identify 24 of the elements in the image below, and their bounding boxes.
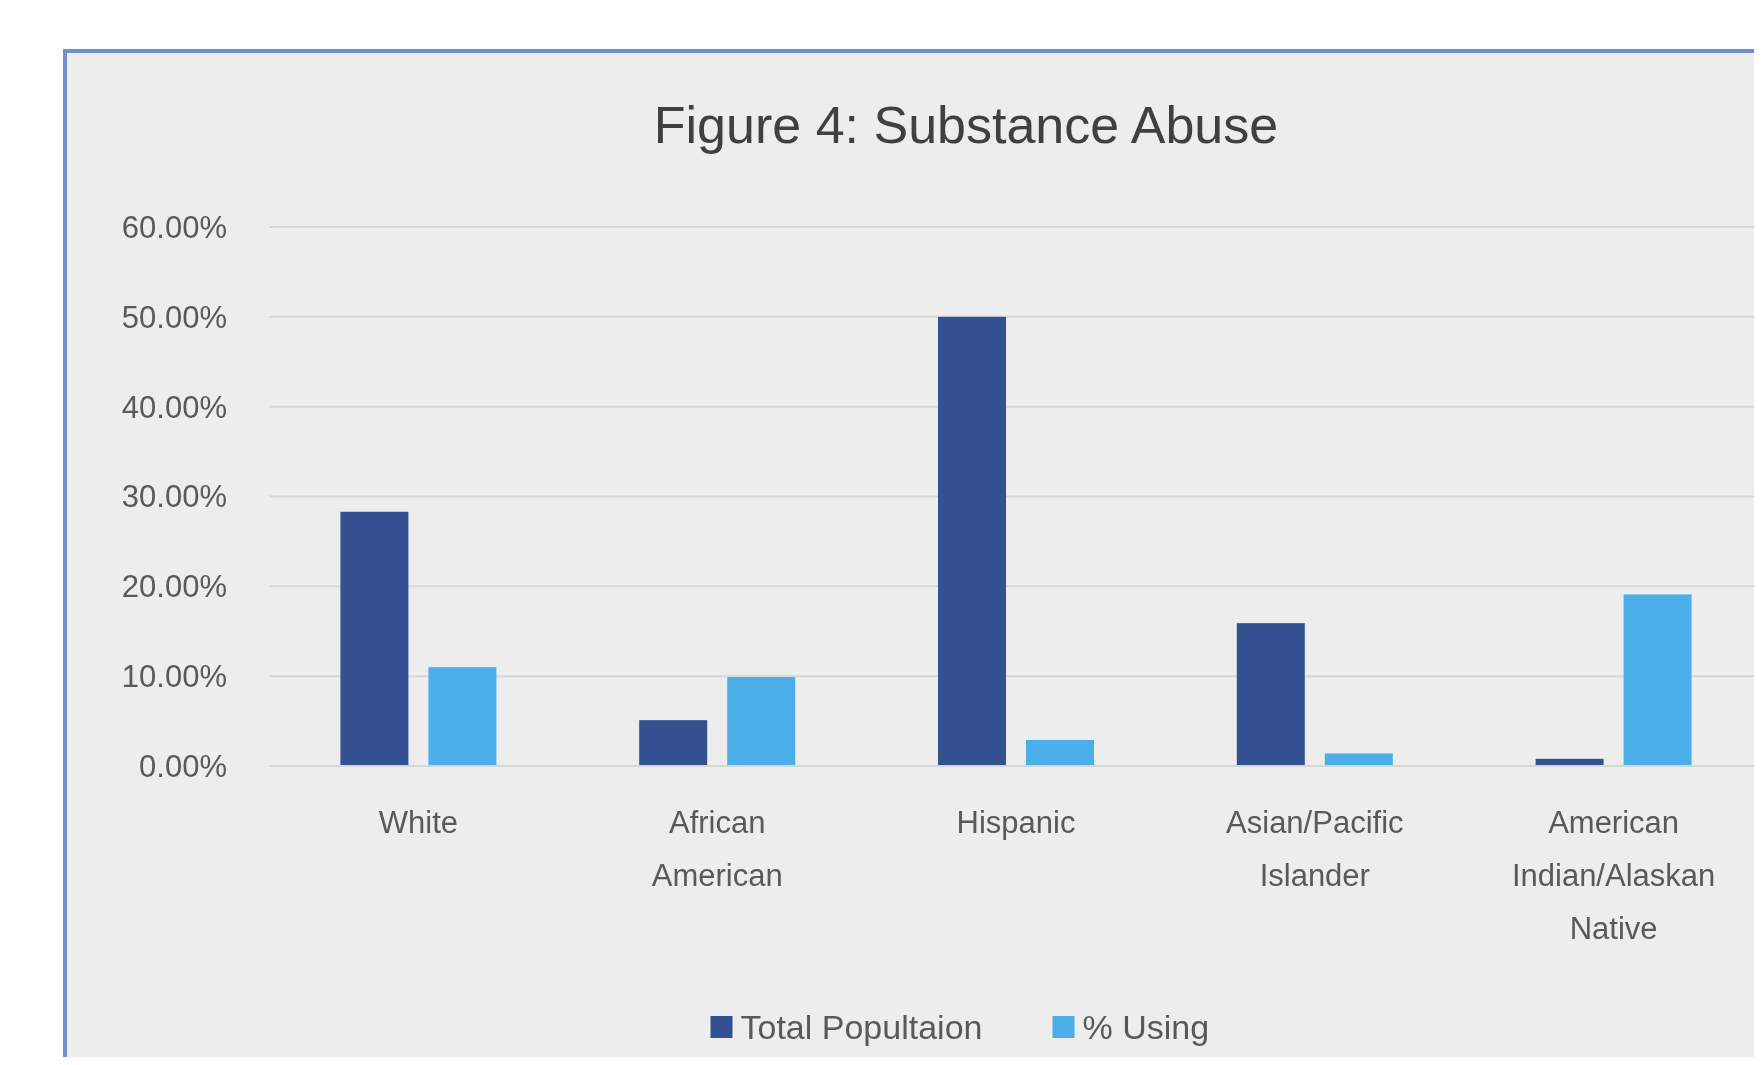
y-tick-label: 0.00% xyxy=(139,748,227,784)
y-tick-label: 40.00% xyxy=(121,389,227,425)
x-tick-label: American Indian/Alaskan Native xyxy=(1511,805,1716,946)
bar xyxy=(727,677,796,766)
x-tick-label: Asian/Pacific Islander xyxy=(1226,805,1404,893)
x-tick-label: White xyxy=(378,805,459,840)
legend-label: Total Popultaion xyxy=(740,1007,983,1046)
bar xyxy=(938,316,1006,766)
y-tick-label: 20.00% xyxy=(121,569,227,605)
bar xyxy=(1623,594,1692,766)
y-tick-label: 50.00% xyxy=(121,299,227,335)
bar xyxy=(1324,753,1393,766)
bar xyxy=(340,511,409,766)
x-tick-label: Hispanic xyxy=(956,805,1076,840)
chart-title: Figure 4: Substance Abuse xyxy=(653,96,1279,154)
x-tick-label: African American xyxy=(651,805,783,893)
bar xyxy=(639,720,708,766)
bar xyxy=(1236,623,1305,766)
legend-label: % Using xyxy=(1082,1007,1210,1046)
y-tick-label: 10.00% xyxy=(121,659,227,695)
bar xyxy=(428,667,497,766)
y-tick-label: 60.00% xyxy=(121,209,227,245)
bar xyxy=(1026,739,1094,766)
y-tick-label: 30.00% xyxy=(121,479,227,515)
